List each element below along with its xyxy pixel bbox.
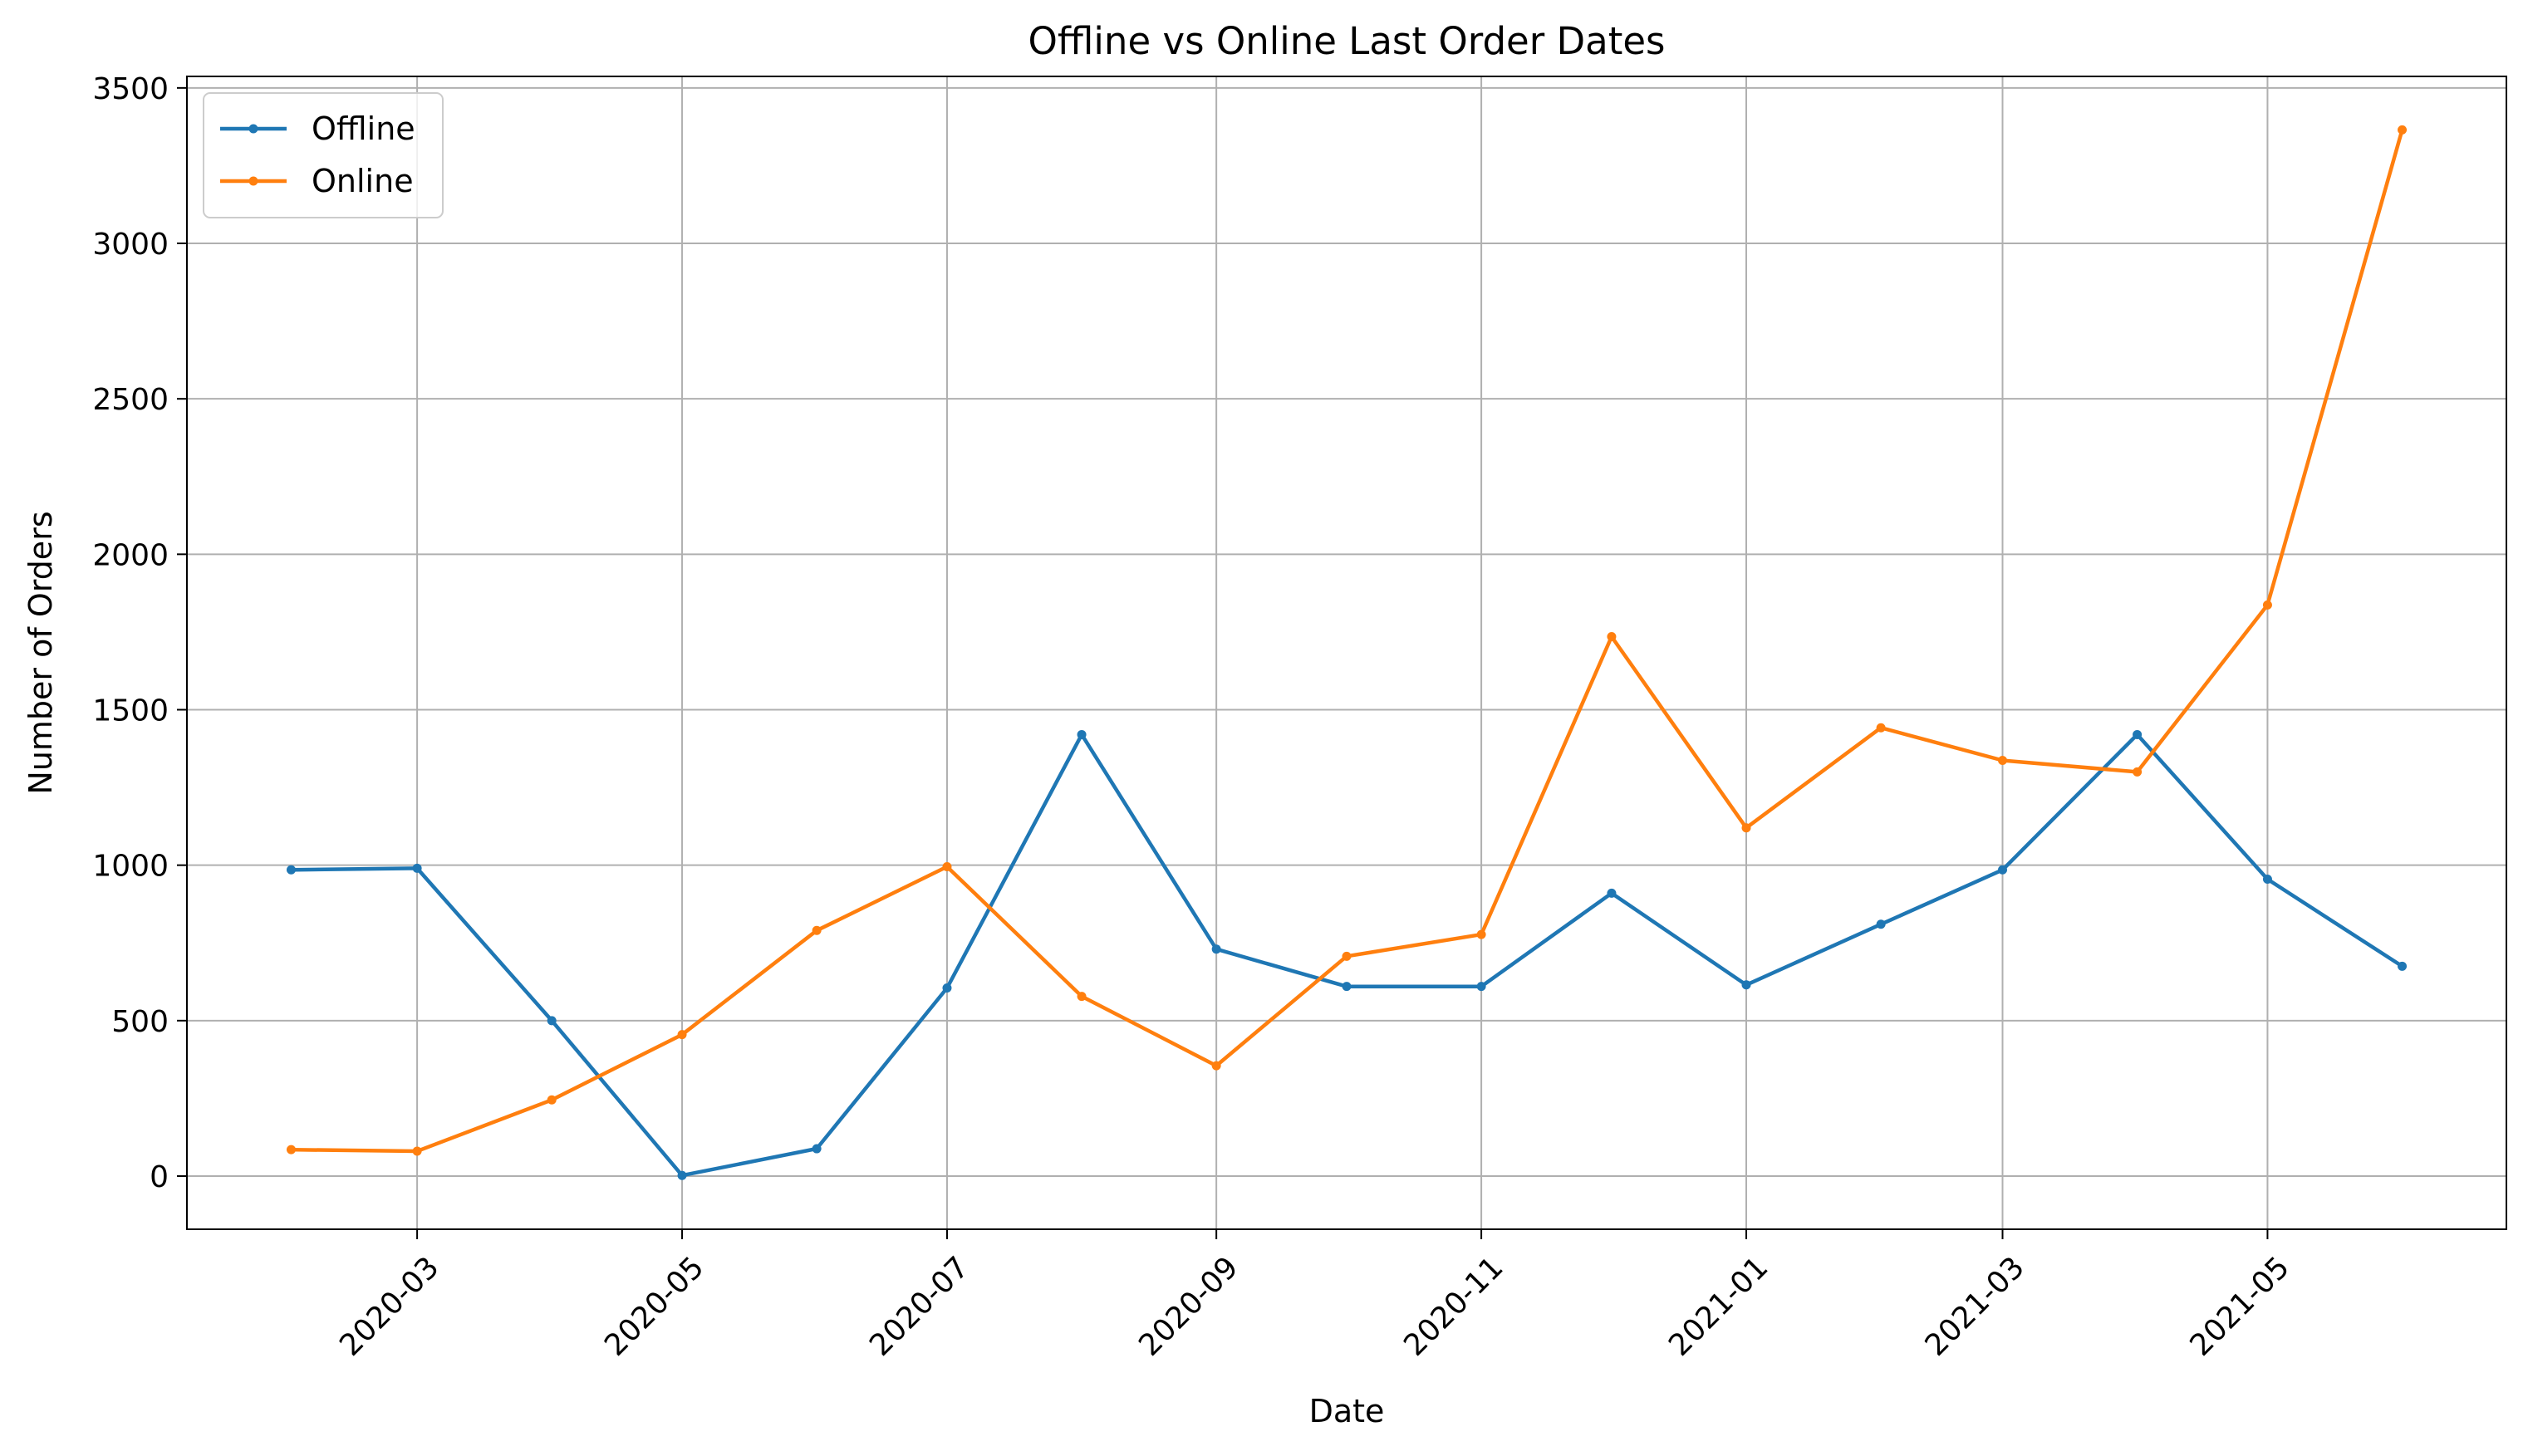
offline-data-point xyxy=(2398,961,2408,971)
online-data-point xyxy=(2262,600,2272,610)
legend-marker xyxy=(248,176,258,186)
online-data-point xyxy=(1741,823,1751,833)
online-data-point xyxy=(1476,929,1486,939)
offline-data-point xyxy=(1607,888,1617,898)
offline-data-point xyxy=(2133,729,2143,739)
offline-data-point xyxy=(677,1170,687,1180)
y-tick-label: 1000 xyxy=(92,850,169,884)
legend-box xyxy=(203,92,444,218)
offline-data-point xyxy=(942,983,952,993)
offline-data-point xyxy=(1997,865,2007,875)
online-data-point xyxy=(1342,951,1352,961)
online-data-point xyxy=(1876,723,1886,733)
series-lines xyxy=(286,125,2408,1180)
online-data-point xyxy=(1607,632,1617,642)
y-tick-label: 2500 xyxy=(92,383,169,417)
online-data-point xyxy=(286,1145,296,1155)
offline-data-point xyxy=(1741,980,1751,990)
series-offline xyxy=(286,729,2408,1180)
plot-frame xyxy=(186,76,2507,1230)
online-data-point xyxy=(547,1095,557,1105)
offline-data-point xyxy=(547,1016,557,1026)
online-data-point xyxy=(677,1030,687,1040)
series-online xyxy=(286,125,2408,1156)
y-tick-label: 3000 xyxy=(92,228,169,262)
online-data-point xyxy=(2133,767,2143,777)
y-axis-label: Number of Orders xyxy=(22,511,59,794)
legend-label: Online xyxy=(312,163,414,199)
legend-label: Offline xyxy=(312,110,415,147)
y-tick-label: 3500 xyxy=(92,72,169,106)
online-data-point xyxy=(942,862,952,872)
offline-data-point xyxy=(812,1144,822,1154)
online-data-point xyxy=(2398,125,2408,135)
offline-data-point xyxy=(286,865,296,875)
offline-data-point xyxy=(1342,982,1352,992)
online-data-point xyxy=(1077,992,1087,1002)
legend-marker xyxy=(248,124,258,134)
legend-item-online: Online xyxy=(220,163,414,199)
offline-data-point xyxy=(1876,919,1886,929)
online-data-point xyxy=(412,1146,422,1156)
x-axis-label: Date xyxy=(1309,1393,1385,1429)
legend-item-offline: Offline xyxy=(220,110,415,147)
chart-title: Offline vs Online Last Order Dates xyxy=(1028,19,1666,63)
y-tick-label: 500 xyxy=(111,1005,169,1039)
y-tick-label: 0 xyxy=(150,1160,169,1194)
legend: Offline Online xyxy=(203,92,444,218)
offline-data-point xyxy=(412,863,422,873)
offline-data-point xyxy=(1077,729,1087,739)
offline-data-point xyxy=(1476,982,1486,992)
y-tick-label: 2000 xyxy=(92,538,169,572)
y-tick-label: 1500 xyxy=(92,694,169,728)
grid xyxy=(187,76,2506,1229)
online-data-point xyxy=(1997,756,2007,766)
offline-data-point xyxy=(2262,875,2272,885)
offline-data-point xyxy=(1211,944,1221,954)
online-data-point xyxy=(1211,1061,1221,1071)
online-data-point xyxy=(812,925,822,935)
